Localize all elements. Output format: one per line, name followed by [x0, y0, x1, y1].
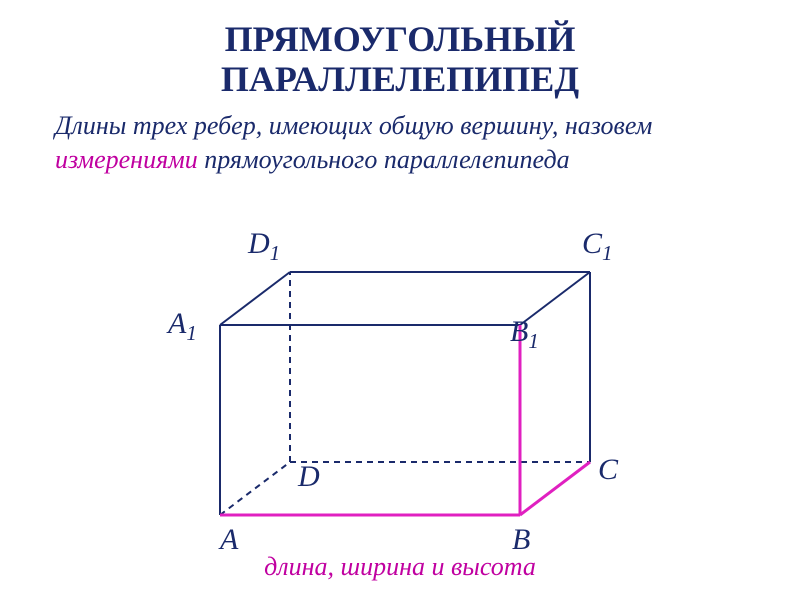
edge-A-D: [220, 462, 290, 515]
vertex-label-D1: D1: [248, 227, 280, 266]
title-line1: ПРЯМОУГОЛЬНЫЙ: [225, 19, 576, 59]
parallelepiped-diagram: ABCDA1B1C1D1: [0, 195, 800, 535]
subtitle-part2: прямоугольного параллелепипеда: [198, 145, 570, 174]
vertex-label-A1: A1: [168, 307, 197, 346]
subtitle-part1: Длины трех ребер, имеющих общую вершину,…: [55, 111, 652, 140]
vertex-label-C1: C1: [582, 227, 613, 266]
edge-A1-D1: [220, 272, 290, 325]
footer-text: длина, ширина и высота: [264, 552, 536, 581]
subtitle: Длины трех ребер, имеющих общую вершину,…: [0, 99, 800, 177]
edge-B-C: [520, 462, 590, 515]
vertex-label-D: D: [298, 460, 320, 494]
vertex-label-C: C: [598, 453, 618, 487]
page-title: ПРЯМОУГОЛЬНЫЙ ПАРАЛЛЕЛЕПИПЕД: [0, 0, 800, 99]
subtitle-highlight: измерениями: [55, 145, 198, 174]
box-svg: [0, 195, 800, 555]
vertex-label-B1: B1: [510, 315, 539, 354]
title-line2: ПАРАЛЛЕЛЕПИПЕД: [221, 59, 579, 99]
footer-caption: длина, ширина и высота: [0, 552, 800, 582]
